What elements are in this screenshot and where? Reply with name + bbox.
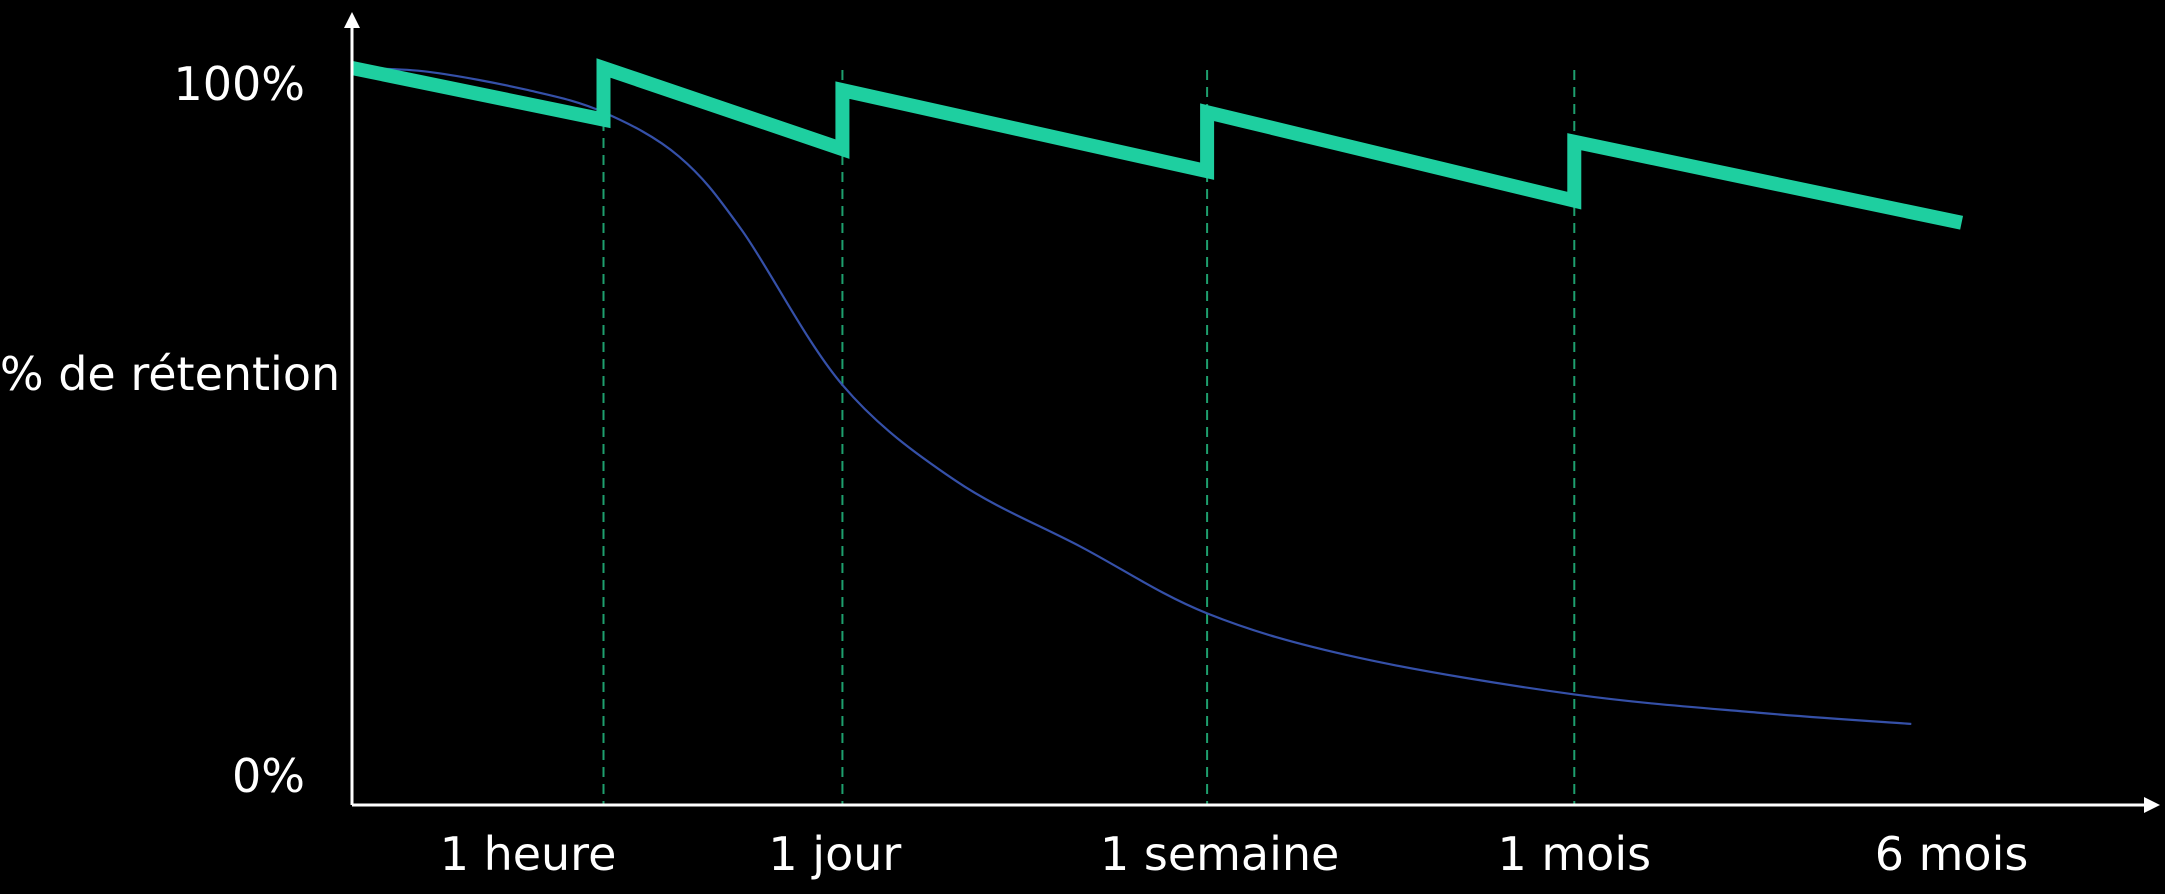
y-axis-title: % de rétention [0, 347, 340, 401]
y-tick-label-0: 0% [232, 749, 305, 803]
y-tick-label-100: 100% [173, 57, 305, 111]
x-tick-label-6-mois: 6 mois [1875, 827, 2029, 881]
x-tick-label-1-mois: 1 mois [1497, 827, 1651, 881]
y-axis-arrow-icon [344, 12, 360, 28]
series-layer [350, 58, 1964, 726]
x-tick-label-1-jour: 1 jour [768, 827, 901, 881]
review-lines [602, 70, 1576, 805]
x-tick-label-1-semaine: 1 semaine [1100, 827, 1339, 881]
y-axis-label: % de rétention [0, 347, 340, 401]
series-line-thin [351, 66, 1912, 726]
x-tick-label-1-heure: 1 heure [440, 827, 617, 881]
x-axis-arrow-icon [2144, 797, 2160, 813]
axes [344, 12, 2160, 813]
x-tick-labels: 1 heure 1 jour 1 semaine 1 mois 6 mois [440, 827, 2029, 881]
y-tick-labels: 100% 0% [173, 57, 305, 803]
series-line-thick [350, 58, 1964, 230]
